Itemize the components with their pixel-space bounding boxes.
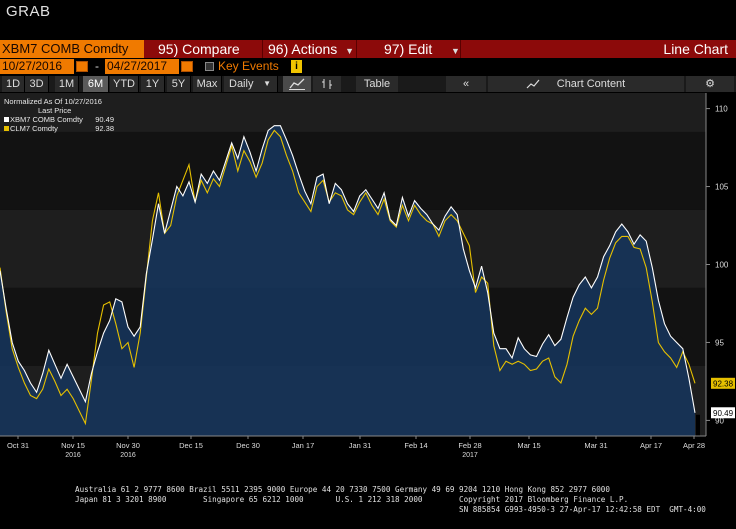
divider xyxy=(460,40,461,58)
bar-style-button[interactable] xyxy=(313,76,341,92)
y-tick-label: 95 xyxy=(715,338,724,347)
bar-style-icon xyxy=(322,79,332,89)
info-icon[interactable]: i xyxy=(291,60,302,73)
chart-content-icon xyxy=(526,79,540,89)
period-5y[interactable]: 5Y xyxy=(167,76,191,92)
calendar-icon[interactable] xyxy=(181,61,193,72)
series-area xyxy=(0,125,695,436)
legend-item[interactable]: XBM7 COMB Comdty 90.49 xyxy=(4,115,114,124)
compare-number: 95) xyxy=(158,41,179,57)
legend-name: CLM7 Comdty xyxy=(10,124,58,133)
actions-menu[interactable]: 96) Actions ▼ xyxy=(268,40,354,58)
period-toolbar: 1D 3D 1M 6M YTD 1Y 5Y Max Daily ▼ Table … xyxy=(0,76,736,92)
edit-label: Edit xyxy=(408,41,433,57)
frequency-value: Daily xyxy=(229,78,254,90)
period-1m[interactable]: 1M xyxy=(55,76,79,92)
x-tick-label: Jan 17 xyxy=(292,441,315,450)
legend-item[interactable]: CLM7 Comdty 92.38 xyxy=(4,124,114,133)
x-tick-label: Dec 15 xyxy=(179,441,203,450)
last-value-clm7-box xyxy=(711,377,735,389)
calendar-icon[interactable] xyxy=(76,61,88,72)
legend-swatch xyxy=(4,117,9,122)
edit-number: 97) xyxy=(384,41,405,57)
start-date-field[interactable]: 10/27/2016 xyxy=(0,59,74,74)
period-max[interactable]: Max xyxy=(193,76,222,92)
legend-name: XBM7 COMB Comdty xyxy=(10,115,83,124)
end-marker xyxy=(696,414,700,436)
compare-label: Compare xyxy=(182,41,240,57)
legend-subheader: Last Price xyxy=(38,106,72,115)
y-tick-label: 90 xyxy=(715,416,724,425)
divider xyxy=(262,40,263,58)
edit-dropdown[interactable]: ▼ xyxy=(447,40,460,58)
period-1d[interactable]: 1D xyxy=(2,76,25,92)
chart-band xyxy=(0,93,706,132)
x-tick-label: Mar 31 xyxy=(584,441,607,450)
chart-type-title[interactable]: Line Chart xyxy=(663,41,728,57)
last-value-xbm7-box xyxy=(711,407,735,419)
chart-band xyxy=(0,131,706,210)
last-value-xbm7: 90.49 xyxy=(713,409,734,418)
window-title: GRAB xyxy=(6,3,51,20)
legend-value: 90.49 xyxy=(95,115,114,124)
period-ytd[interactable]: YTD xyxy=(110,76,139,92)
chevron-down-icon: ▼ xyxy=(345,46,355,56)
price-chart[interactable]: 90 95 100 105 110 92.38 90.49 Oct 31 Nov 15 2016 N… xyxy=(0,93,736,529)
period-1y[interactable]: 1Y xyxy=(141,76,165,92)
y-tick-label: 105 xyxy=(715,183,729,192)
x-tick-label: Jan 31 xyxy=(349,441,372,450)
footer-session: SN 885854 G993-4950-3 27-Apr-17 12:42:58… xyxy=(459,505,706,514)
series-line-clm7[interactable] xyxy=(0,129,696,426)
actions-number: 96) xyxy=(268,41,289,57)
date-range-row: 10/27/2016 - 04/27/2017 Key Events i xyxy=(0,59,736,75)
y-tick-label: 100 xyxy=(715,261,729,270)
x-tick-label: Apr 17 xyxy=(640,441,662,450)
key-events-checkbox[interactable] xyxy=(205,62,214,71)
x-year-label: 2016 xyxy=(120,452,136,459)
x-tick-label: Nov 15 xyxy=(61,441,85,450)
collapse-left-button[interactable]: « xyxy=(446,76,486,92)
command-bar: XBM7 COMB Comdty 95) Compare 96) Actions… xyxy=(0,40,736,58)
table-button[interactable]: Table xyxy=(356,76,398,92)
line-style-button[interactable] xyxy=(283,76,311,92)
actions-label: Actions xyxy=(291,41,338,57)
edit-menu[interactable]: 97) Edit xyxy=(384,40,432,58)
ticker-field[interactable]: XBM7 COMB Comdty xyxy=(0,40,144,58)
series-line-xbm7[interactable] xyxy=(0,125,696,413)
x-tick-label: Apr 28 xyxy=(683,441,705,450)
x-tick-label: Feb 28 xyxy=(458,441,481,450)
key-events-label: Key Events xyxy=(218,59,279,73)
chart-content-button[interactable]: Chart Content xyxy=(488,76,684,92)
x-year-label: 2017 xyxy=(462,452,478,459)
chevron-down-icon: ▼ xyxy=(263,79,271,88)
chart-content-label: Chart Content xyxy=(556,78,626,90)
legend-value: 92.38 xyxy=(95,124,114,133)
x-tick-label: Dec 30 xyxy=(236,441,260,450)
compare-menu[interactable]: 95) Compare xyxy=(158,40,240,58)
x-tick-label: Feb 14 xyxy=(404,441,427,450)
legend-header: Normalized As Of 10/27/2016 xyxy=(4,97,102,106)
double-chevron-left-icon: « xyxy=(462,78,470,90)
chevron-down-icon: ▼ xyxy=(451,46,460,56)
x-year-label: 2016 xyxy=(65,452,81,459)
line-chart-icon xyxy=(289,78,305,90)
last-value-clm7: 92.38 xyxy=(713,379,734,388)
x-tick-label: Nov 30 xyxy=(116,441,140,450)
footer-contacts-2: Japan 81 3 3201 8900 Singapore 65 6212 1… xyxy=(75,495,629,504)
y-tick-label: 110 xyxy=(715,105,728,114)
x-tick-label: Mar 15 xyxy=(517,441,540,450)
end-date-field[interactable]: 04/27/2017 xyxy=(105,59,179,74)
legend-swatch xyxy=(4,126,9,131)
settings-button[interactable]: ⚙ xyxy=(686,76,734,92)
date-separator: - xyxy=(95,59,99,73)
gear-icon: ⚙ xyxy=(705,78,715,90)
x-tick-label: Oct 31 xyxy=(7,441,29,450)
frequency-select[interactable]: Daily ▼ xyxy=(224,76,278,92)
chart-legend: Normalized As Of 10/27/2016 Last Price X… xyxy=(4,97,114,133)
period-3d[interactable]: 3D xyxy=(25,76,49,92)
divider xyxy=(356,40,357,58)
period-6m[interactable]: 6M xyxy=(83,76,109,92)
footer-contacts-1: Australia 61 2 9777 8600 Brazil 5511 239… xyxy=(75,485,610,494)
